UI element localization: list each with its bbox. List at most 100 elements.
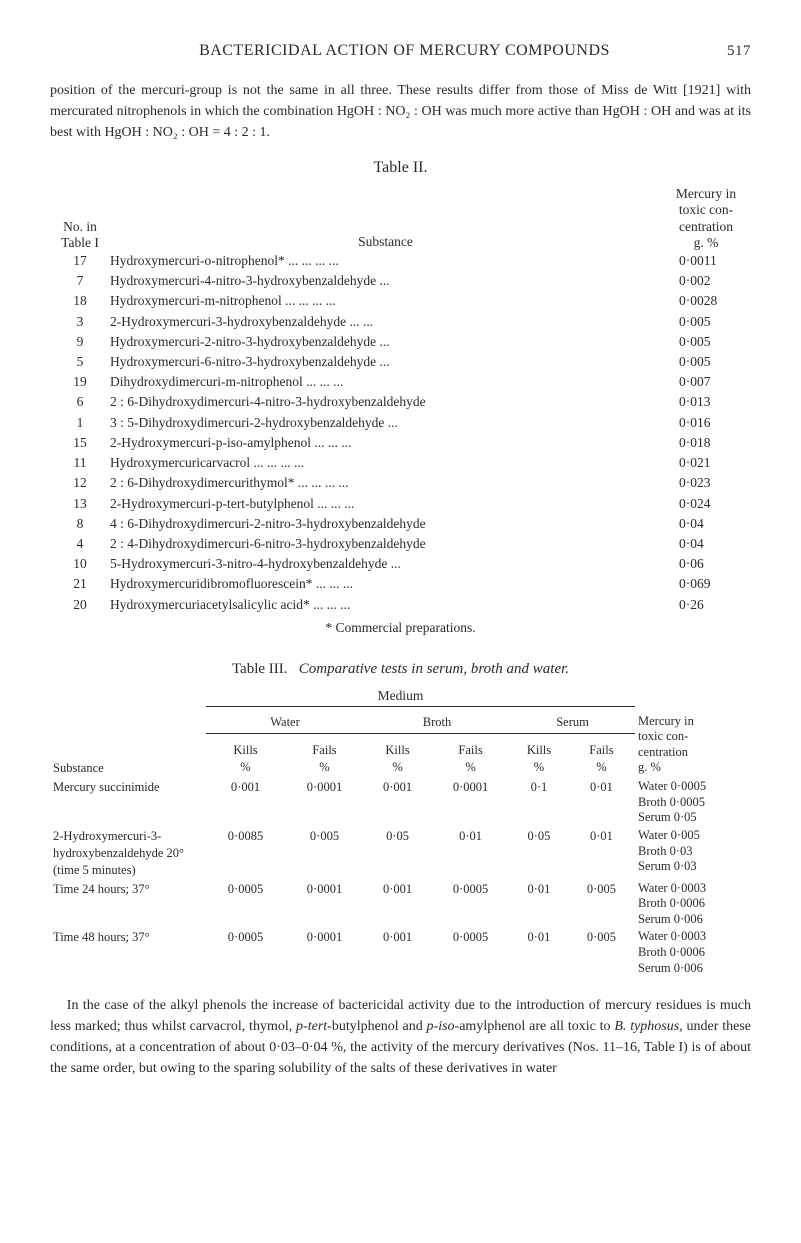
closing-text-italic: p-iso (427, 1019, 455, 1034)
table3-header-kills: Kills% (364, 741, 431, 778)
table2-cell-no: 20 (50, 595, 110, 615)
table2-cell-no: 10 (50, 554, 110, 574)
intro-paragraph: position of the mercuri-group is not the… (50, 80, 751, 143)
table2-cell-substance: Hydroxymercuridibromofluorescein* ... ..… (110, 574, 661, 594)
table3-cell-result: Water 0·005Broth 0·03Serum 0·03 (635, 827, 751, 880)
table3-group-serum: Serum (510, 713, 635, 734)
table3-medium-label: Medium (50, 687, 751, 705)
table3-cell: 0·0005 (206, 928, 285, 977)
table2: No. inTable I Substance Mercury intoxic … (50, 186, 751, 637)
table3-cell: Mercury succinimide (50, 778, 206, 827)
table2-cell-no: 1 (50, 413, 110, 433)
table2-cell-substance: 2 : 6-Dihydroxydimercuri-4-nitro-3-hydro… (110, 392, 661, 412)
table3-cell: 0·01 (568, 827, 635, 880)
table3-cell: Time 48 hours; 37° (50, 928, 206, 977)
table2-cell-mercury: 0·016 (661, 413, 751, 433)
table3-cell: 0·0085 (206, 827, 285, 880)
table2-title: Table II. (50, 157, 751, 179)
table3-cell: 0·001 (206, 778, 285, 827)
table3-cell-result: Water 0·0003Broth 0·0006Serum 0·006 (635, 880, 751, 929)
table3-cell: 0·05 (510, 827, 568, 880)
table3-header-kills: Kills% (510, 741, 568, 778)
table3-group-broth: Broth (364, 713, 510, 734)
table2-cell-no: 21 (50, 574, 110, 594)
table3-cell: 0·01 (510, 928, 568, 977)
table3-cell: Time 24 hours; 37° (50, 880, 206, 929)
table2-cell-no: 15 (50, 433, 110, 453)
running-title: BACTERICIDAL ACTION OF MERCURY COMPOUNDS (90, 40, 719, 62)
table3-cell: 0·005 (568, 928, 635, 977)
table3-cell: 0·0001 (285, 928, 364, 977)
table3-cell: 0·005 (568, 880, 635, 929)
table2-cell-substance: 2-Hydroxymercuri-p-iso-amylphenol ... ..… (110, 433, 661, 453)
table2-header-substance: Substance (110, 233, 661, 251)
table2-cell-mercury: 0·04 (661, 534, 751, 554)
table2-cell-no: 13 (50, 494, 110, 514)
table3-cell-result: Water 0·0005Broth 0·0005Serum 0·05 (635, 778, 751, 827)
table3-cell: 0·001 (364, 880, 431, 929)
table2-cell-substance: Dihydroxydimercuri-m-nitrophenol ... ...… (110, 372, 661, 392)
table3-label: Table III. (232, 661, 288, 677)
table3-row: Time 24 hours; 37°0·00050·00010·0010·000… (50, 880, 751, 929)
table3-cell: 0·0001 (285, 778, 364, 827)
table2-cell-no: 4 (50, 534, 110, 554)
table2-cell-substance: 3 : 5-Dihydroxydimercuri-2-hydroxybenzal… (110, 413, 661, 433)
table2-cell-substance: 5-Hydroxymercuri-3-nitro-4-hydroxybenzal… (110, 554, 661, 574)
table2-cell-mercury: 0·024 (661, 494, 751, 514)
table3-cell: 0·1 (510, 778, 568, 827)
table3-cell: 0·05 (364, 827, 431, 880)
table3-header-result: Mercury intoxic con-centrationg. % (635, 713, 751, 779)
table3: Water Broth Serum Mercury intoxic con-ce… (50, 706, 751, 978)
table2-cell-mercury: 0·005 (661, 312, 751, 332)
table3-group-water: Water (206, 713, 364, 734)
table3-row: Time 48 hours; 37°0·00050·00010·0010·000… (50, 928, 751, 977)
table3-title: Table III. Comparative tests in serum, b… (50, 659, 751, 679)
table3-header-substance: Substance (50, 741, 206, 778)
table2-cell-mercury: 0·007 (661, 372, 751, 392)
table3-cell: 0·0005 (206, 880, 285, 929)
table2-cell-no: 18 (50, 291, 110, 311)
closing-text: -amylphenol are all toxic to (455, 1019, 615, 1034)
table2-cell-no: 8 (50, 514, 110, 534)
table2-cell-substance: 2-Hydroxymercuri-3-hydroxybenzaldehyde .… (110, 312, 661, 332)
page-number: 517 (727, 41, 751, 61)
table3-cell: 0·005 (285, 827, 364, 880)
closing-text-italic: p-tert (296, 1019, 327, 1034)
table2-cell-mercury: 0·0011 (661, 251, 751, 271)
table3-cell: 0·0001 (285, 880, 364, 929)
closing-paragraph: In the case of the alkyl phenols the inc… (50, 995, 751, 1079)
table2-cell-substance: Hydroxymercuri-4-nitro-3-hydroxybenzalde… (110, 271, 661, 291)
table3-row: 2-Hydroxymercuri-3-hydroxybenzaldehyde 2… (50, 827, 751, 880)
table2-cell-substance: Hydroxymercuriacetylsalicylic acid* ... … (110, 595, 661, 615)
table2-cell-substance: Hydroxymercuri-o-nitrophenol* ... ... ..… (110, 251, 661, 271)
table3-cell: 0·001 (364, 778, 431, 827)
table2-cell-substance: Hydroxymercuri-2-nitro-3-hydroxybenzalde… (110, 332, 661, 352)
table3-header-fails: Fails% (568, 741, 635, 778)
table2-cell-mercury: 0·0028 (661, 291, 751, 311)
table2-cell-substance: 2-Hydroxymercuri-p-tert-butylphenol ... … (110, 494, 661, 514)
table2-cell-substance: Hydroxymercuri-m-nitrophenol ... ... ...… (110, 291, 661, 311)
table3-header-fails: Fails% (431, 741, 510, 778)
table2-cell-substance: Hydroxymercuricarvacrol ... ... ... ... (110, 453, 661, 473)
table3-cell: 0·01 (510, 880, 568, 929)
table2-cell-mercury: 0·021 (661, 453, 751, 473)
running-header: BACTERICIDAL ACTION OF MERCURY COMPOUNDS… (50, 40, 751, 62)
table2-cell-mercury: 0·06 (661, 554, 751, 574)
table3-header-fails: Fails% (285, 741, 364, 778)
table2-cell-substance: 2 : 6-Dihydroxydimercurithymol* ... ... … (110, 473, 661, 493)
table3-cell: 0·01 (431, 827, 510, 880)
table2-cell-mercury: 0·018 (661, 433, 751, 453)
table2-cell-no: 3 (50, 312, 110, 332)
table2-cell-no: 12 (50, 473, 110, 493)
table2-header-no: No. inTable I (50, 219, 110, 251)
table3-header-kills: Kills% (206, 741, 285, 778)
table2-cell-mercury: 0·005 (661, 352, 751, 372)
table2-cell-mercury: 0·04 (661, 514, 751, 534)
table2-header-mercury: Mercury intoxic con-centrationg. % (661, 186, 751, 251)
table2-cell-no: 19 (50, 372, 110, 392)
table2-cell-substance: 2 : 4-Dihydroxydimercuri-6-nitro-3-hydro… (110, 534, 661, 554)
table2-cell-no: 9 (50, 332, 110, 352)
table2-cell-mercury: 0·002 (661, 271, 751, 291)
table2-cell-mercury: 0·005 (661, 332, 751, 352)
table2-cell-no: 11 (50, 453, 110, 473)
